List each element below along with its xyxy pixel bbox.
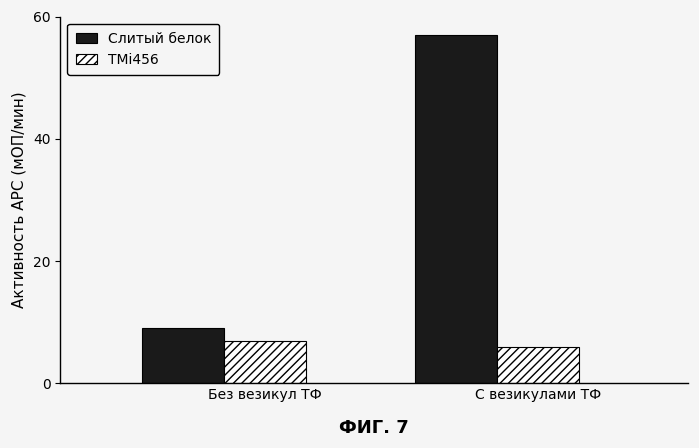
Legend: Слитый белок, ТМi456: Слитый белок, ТМi456 xyxy=(67,24,219,75)
Y-axis label: Активность АРС (мОП/мин): Активность АРС (мОП/мин) xyxy=(11,92,26,308)
Bar xyxy=(224,340,306,383)
Bar xyxy=(415,35,497,383)
Bar xyxy=(143,328,224,383)
Bar xyxy=(497,347,579,383)
X-axis label: ФИГ. 7: ФИГ. 7 xyxy=(339,419,409,437)
